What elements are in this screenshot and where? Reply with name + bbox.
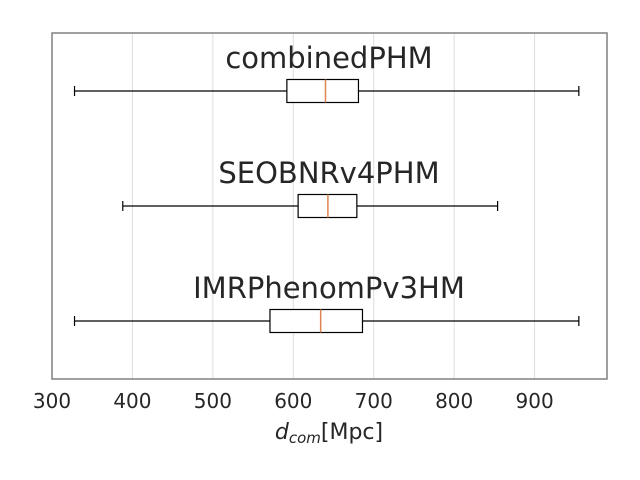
x-tick-label-500: 500: [194, 389, 232, 413]
box-group-combinedPHM: combinedPHM: [73, 41, 580, 104]
box-group-IMRPhenomPv3HM: IMRPhenomPv3HM: [73, 271, 580, 334]
x-tick-label-400: 400: [113, 389, 151, 413]
x-tick-label-700: 700: [355, 389, 393, 413]
iqr-box: [269, 308, 364, 334]
x-tick-label-600: 600: [274, 389, 312, 413]
x-tick-label-800: 800: [435, 389, 473, 413]
iqr-box: [286, 78, 360, 104]
box-plots: combinedPHM SEOBNRv4PHM IMRPhenomPv3HM: [73, 41, 580, 334]
plot-frame: [51, 32, 608, 380]
box-label: SEOBNRv4PHM: [218, 156, 439, 190]
x-axis-label: dcom[Mpc]: [275, 420, 383, 447]
box-label: IMRPhenomPv3HM: [193, 271, 465, 305]
box-group-SEOBNRv4PHM: SEOBNRv4PHM: [122, 156, 499, 219]
box-label: combinedPHM: [225, 41, 432, 75]
x-tick-label-900: 900: [516, 389, 554, 413]
x-axis-ticks: 300 400 500 600 700 800 900: [33, 389, 554, 413]
x-tick-label-300: 300: [33, 389, 71, 413]
